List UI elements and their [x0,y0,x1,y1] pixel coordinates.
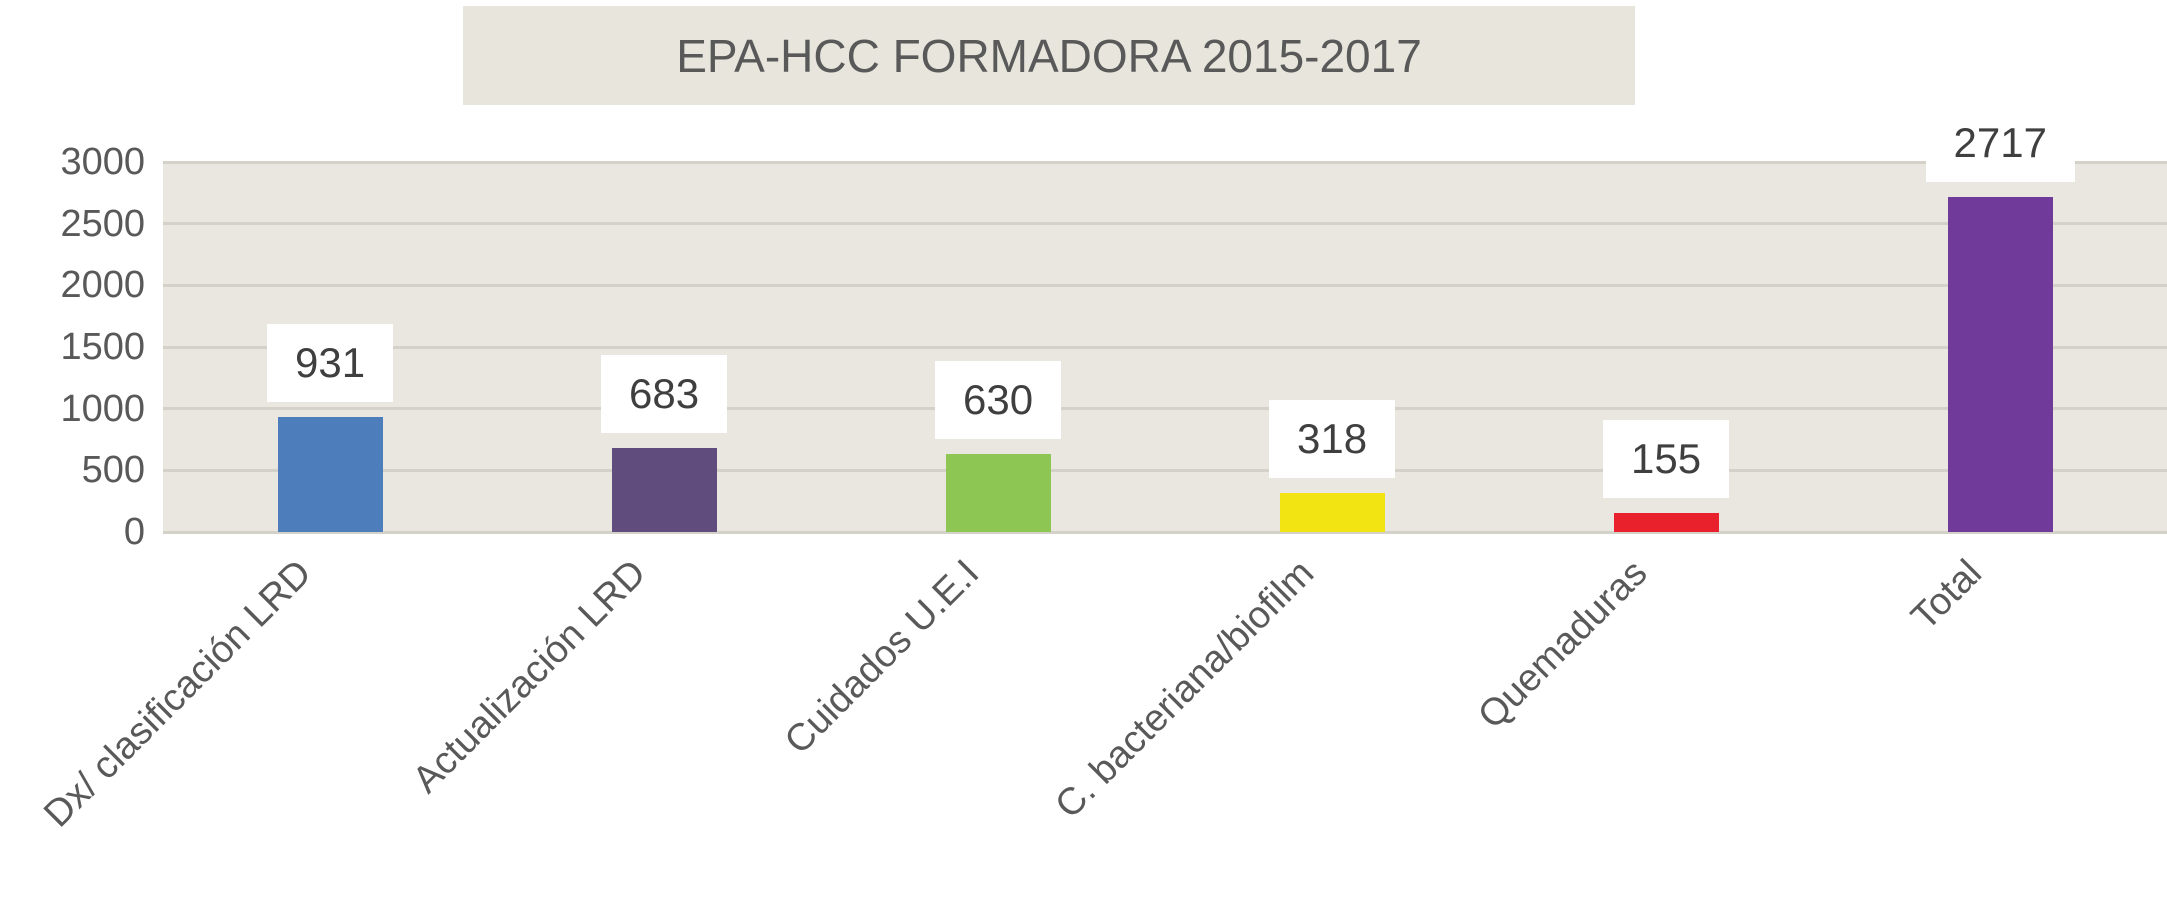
gridline [163,407,2167,411]
y-tick-label: 3000 [60,141,145,183]
x-category-label: Actualización LRD [404,552,654,802]
bar [1947,196,2053,532]
x-category-label: Total [1903,552,1990,639]
plot-area: 931 683 630 318 155 2717 [163,103,2167,534]
gridline [163,222,2167,226]
bar-value-label: 155 [1603,419,1730,498]
y-tick-label: 0 [123,511,145,553]
gridline [163,160,2167,164]
bar [1279,492,1385,532]
x-category-label: C. bacteriana/biofilm [1047,552,1322,827]
bar [1613,512,1719,532]
gridline [163,530,2167,534]
y-tick-label: 2000 [60,264,145,307]
gridline [163,468,2167,472]
y-tick-label: 1500 [60,326,145,368]
x-category-label: Cuidados U.E.I [777,552,988,763]
x-category-label: Quemaduras [1470,552,1656,738]
gridline [163,283,2167,287]
y-tick-label: 1000 [60,387,145,430]
chart-title: EPA-HCC FORMADORA 2015-2017 [463,6,1635,105]
y-tick-label: 2500 [60,202,145,245]
bar-value-label: 931 [267,324,394,403]
x-category-label: Dx/ clasificación LRD [36,552,320,836]
gridline [163,345,2167,349]
bar [945,454,1051,532]
bar-value-label: 318 [1269,399,1396,478]
bar [611,447,717,532]
bar-value-label: 683 [601,354,728,433]
y-tick-label: 500 [81,449,145,492]
bar-value-label: 630 [935,361,1062,440]
bar [277,417,383,532]
bar-value-label: 2717 [1925,103,2075,182]
